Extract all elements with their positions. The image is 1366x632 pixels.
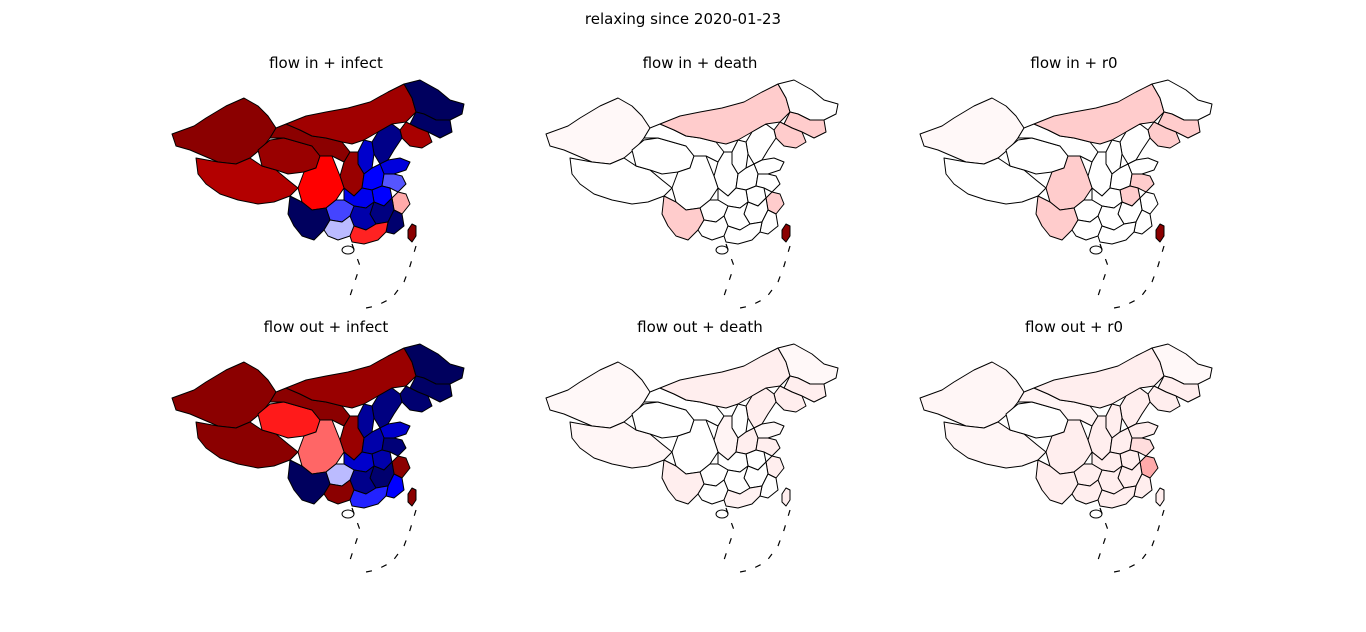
island-hainan <box>715 245 729 255</box>
china-map <box>919 343 1213 573</box>
sea-dashed-line <box>1113 245 1165 309</box>
province-heilongjiang <box>403 343 465 385</box>
province-guangdong <box>1097 221 1137 245</box>
province-heilongjiang <box>777 343 839 385</box>
province-heilongjiang <box>1151 79 1213 121</box>
province-heilongjiang <box>777 79 839 121</box>
province-taiwan <box>1155 223 1165 243</box>
sea-dashed-line <box>365 245 417 309</box>
panel-title: flow out + r0 <box>1024 318 1124 336</box>
panel-title: flow in + infect <box>269 54 383 72</box>
province-guangdong <box>723 485 763 509</box>
panel-title: flow out + death <box>637 318 763 336</box>
map-panel-flow-in-r0: flow in + r0 <box>914 54 1234 309</box>
map-panel-flow-in-death: flow in + death <box>540 54 860 309</box>
panel-title: flow in + death <box>642 54 758 72</box>
sea-dashed-line <box>721 243 735 303</box>
province-taiwan <box>407 487 417 507</box>
china-map <box>545 79 839 309</box>
sea-dashed-line <box>739 245 791 309</box>
map-panel-flow-in-infect: flow in + infect <box>166 54 486 309</box>
china-map <box>171 343 465 573</box>
province-guangdong <box>1097 485 1137 509</box>
province-taiwan <box>781 223 791 243</box>
sea-dashed-line <box>347 243 361 303</box>
sea-dashed-line <box>721 507 735 567</box>
map-panel-flow-out-infect: flow out + infect <box>166 318 486 573</box>
island-hainan <box>341 245 355 255</box>
province-guangdong <box>349 485 389 509</box>
province-guangdong <box>723 221 763 245</box>
province-heilongjiang <box>403 79 465 121</box>
province-taiwan <box>407 223 417 243</box>
sea-dashed-line <box>1095 507 1109 567</box>
province-heilongjiang <box>1151 343 1213 385</box>
china-map <box>545 343 839 573</box>
sea-dashed-line <box>1095 243 1109 303</box>
china-map <box>919 79 1213 309</box>
island-hainan <box>1089 245 1103 255</box>
panel-title: flow in + r0 <box>1030 54 1118 72</box>
map-panel-flow-out-death: flow out + death <box>540 318 860 573</box>
province-taiwan <box>781 487 791 507</box>
island-hainan <box>341 509 355 519</box>
province-guangdong <box>349 221 389 245</box>
map-panel-flow-out-r0: flow out + r0 <box>914 318 1234 573</box>
panel-title: flow out + infect <box>263 318 389 336</box>
island-hainan <box>715 509 729 519</box>
figure-title: relaxing since 2020-01-23 <box>584 10 782 28</box>
island-hainan <box>1089 509 1103 519</box>
sea-dashed-line <box>347 507 361 567</box>
sea-dashed-line <box>739 509 791 573</box>
china-map <box>171 79 465 309</box>
sea-dashed-line <box>1113 509 1165 573</box>
sea-dashed-line <box>365 509 417 573</box>
province-taiwan <box>1155 487 1165 507</box>
